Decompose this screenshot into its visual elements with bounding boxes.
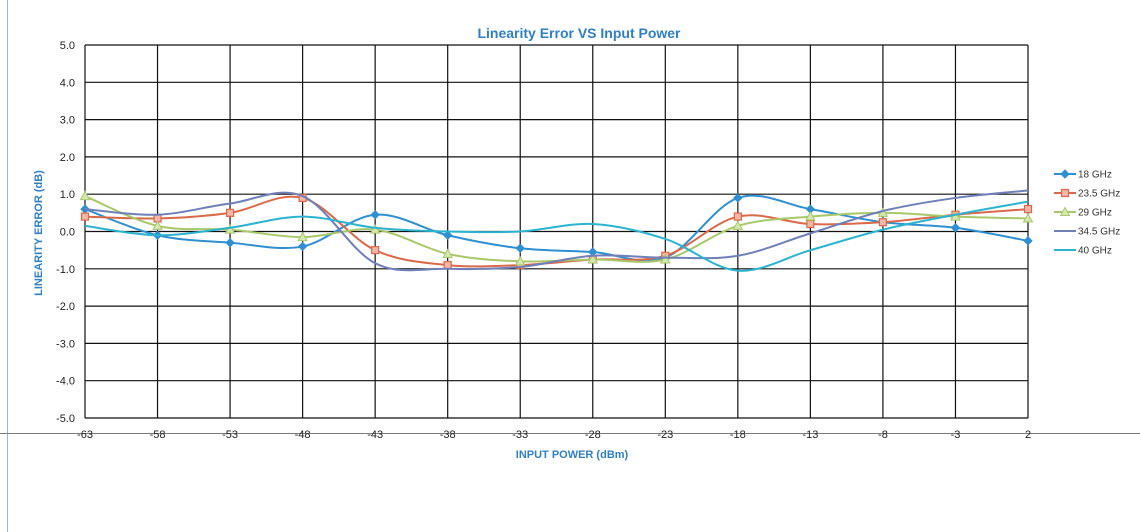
data-point (514, 255, 526, 266)
y-tick-label: 1.0 (60, 189, 75, 201)
data-point (370, 210, 380, 220)
data-point (80, 212, 90, 221)
legend-label: 29 GHz (1078, 208, 1112, 219)
x-tick-label: -58 (150, 429, 166, 441)
y-tick-label: -3.0 (56, 338, 75, 350)
legend-entry: 40 GHz (1054, 246, 1112, 257)
legend-label: 34.5 GHz (1078, 227, 1120, 238)
legend-entry: 23.5 GHz (1054, 189, 1120, 200)
x-tick-label: -63 (77, 429, 93, 441)
y-tick-label: -5.0 (56, 413, 75, 425)
data-point (515, 243, 525, 253)
data-point (733, 212, 742, 221)
x-tick-label: -18 (730, 429, 746, 441)
x-tick-label: -13 (802, 429, 818, 441)
x-tick-label: 2 (1025, 429, 1031, 441)
data-point (587, 253, 599, 264)
legend-entry: 29 GHz (1054, 206, 1112, 219)
x-tick-label: -8 (878, 429, 888, 441)
data-point (297, 231, 308, 242)
data-point (369, 224, 381, 234)
series-line (84, 189, 1029, 272)
data-point (442, 248, 454, 258)
data-point (79, 190, 91, 201)
data-point (805, 211, 816, 221)
x-tick-label: -3 (951, 429, 961, 441)
data-point (1022, 212, 1034, 223)
page-horizontal-line (0, 433, 1140, 434)
data-point (950, 223, 961, 233)
x-tick-label: -23 (657, 429, 673, 441)
data-point (1023, 205, 1033, 214)
series-40-ghz (84, 200, 1029, 272)
y-tick-label: -2.0 (56, 301, 75, 313)
series-line (84, 195, 1029, 268)
legend-entry: 18 GHz (1054, 169, 1112, 181)
chart-title: Linearity Error VS Input Power (477, 25, 681, 41)
data-point (806, 219, 815, 229)
x-tick-label: -38 (440, 429, 456, 441)
data-point (1023, 236, 1033, 246)
y-tick-label: -4.0 (56, 376, 75, 388)
y-tick-label: 4.0 (60, 77, 75, 89)
x-tick-label: -48 (295, 429, 311, 441)
x-tick-label: -28 (585, 429, 601, 441)
series-34.5-ghz (84, 189, 1029, 272)
y-tick-label: 5.0 (60, 40, 75, 52)
data-point (225, 208, 235, 217)
data-point (443, 260, 452, 270)
y-tick-label: 0.0 (60, 227, 75, 239)
data-point (297, 241, 308, 252)
legend-label: 23.5 GHz (1078, 189, 1120, 200)
legend-entry: 34.5 GHz (1054, 227, 1120, 238)
x-axis-title: INPUT POWER (dBm) (516, 449, 629, 461)
tick-labels: 5.0 4.0 3.0 2.0 1.0 0.0 -1.0 -2.0 -3.0 -4.0 -5.0-6… (56, 40, 1031, 441)
legend-label: 18 GHz (1078, 170, 1112, 181)
y-tick-label: 2.0 (60, 152, 75, 164)
page-margin-line (7, 0, 8, 532)
legend: 18 GHz 23.5 GHz 29 GHz 34.5 GHz 40 GHz (1054, 169, 1120, 257)
data-point (225, 237, 235, 248)
data-point (878, 218, 888, 227)
data-point (152, 220, 163, 230)
data-point (224, 224, 236, 234)
data-point (732, 220, 744, 230)
y-tick-label: -1.0 (56, 264, 75, 276)
series-line (84, 194, 1029, 262)
data-point (659, 253, 671, 264)
legend-swatch-marker (1060, 188, 1070, 198)
y-axis-title: LINEARITY ERROR (dB) (33, 170, 45, 296)
y-tick-label: 3.0 (60, 115, 75, 127)
x-tick-label: -43 (367, 429, 383, 441)
grid (84, 44, 1029, 419)
x-tick-label: -33 (512, 429, 528, 441)
legend-swatch-marker (1059, 206, 1071, 216)
series-lines (79, 189, 1034, 272)
data-point (371, 246, 380, 255)
data-point (733, 193, 743, 203)
x-tick-label: -53 (222, 429, 238, 441)
legend-label: 40 GHz (1078, 246, 1112, 257)
data-point (442, 230, 453, 240)
series-line (84, 200, 1029, 272)
legend-swatch-marker (1060, 169, 1070, 179)
